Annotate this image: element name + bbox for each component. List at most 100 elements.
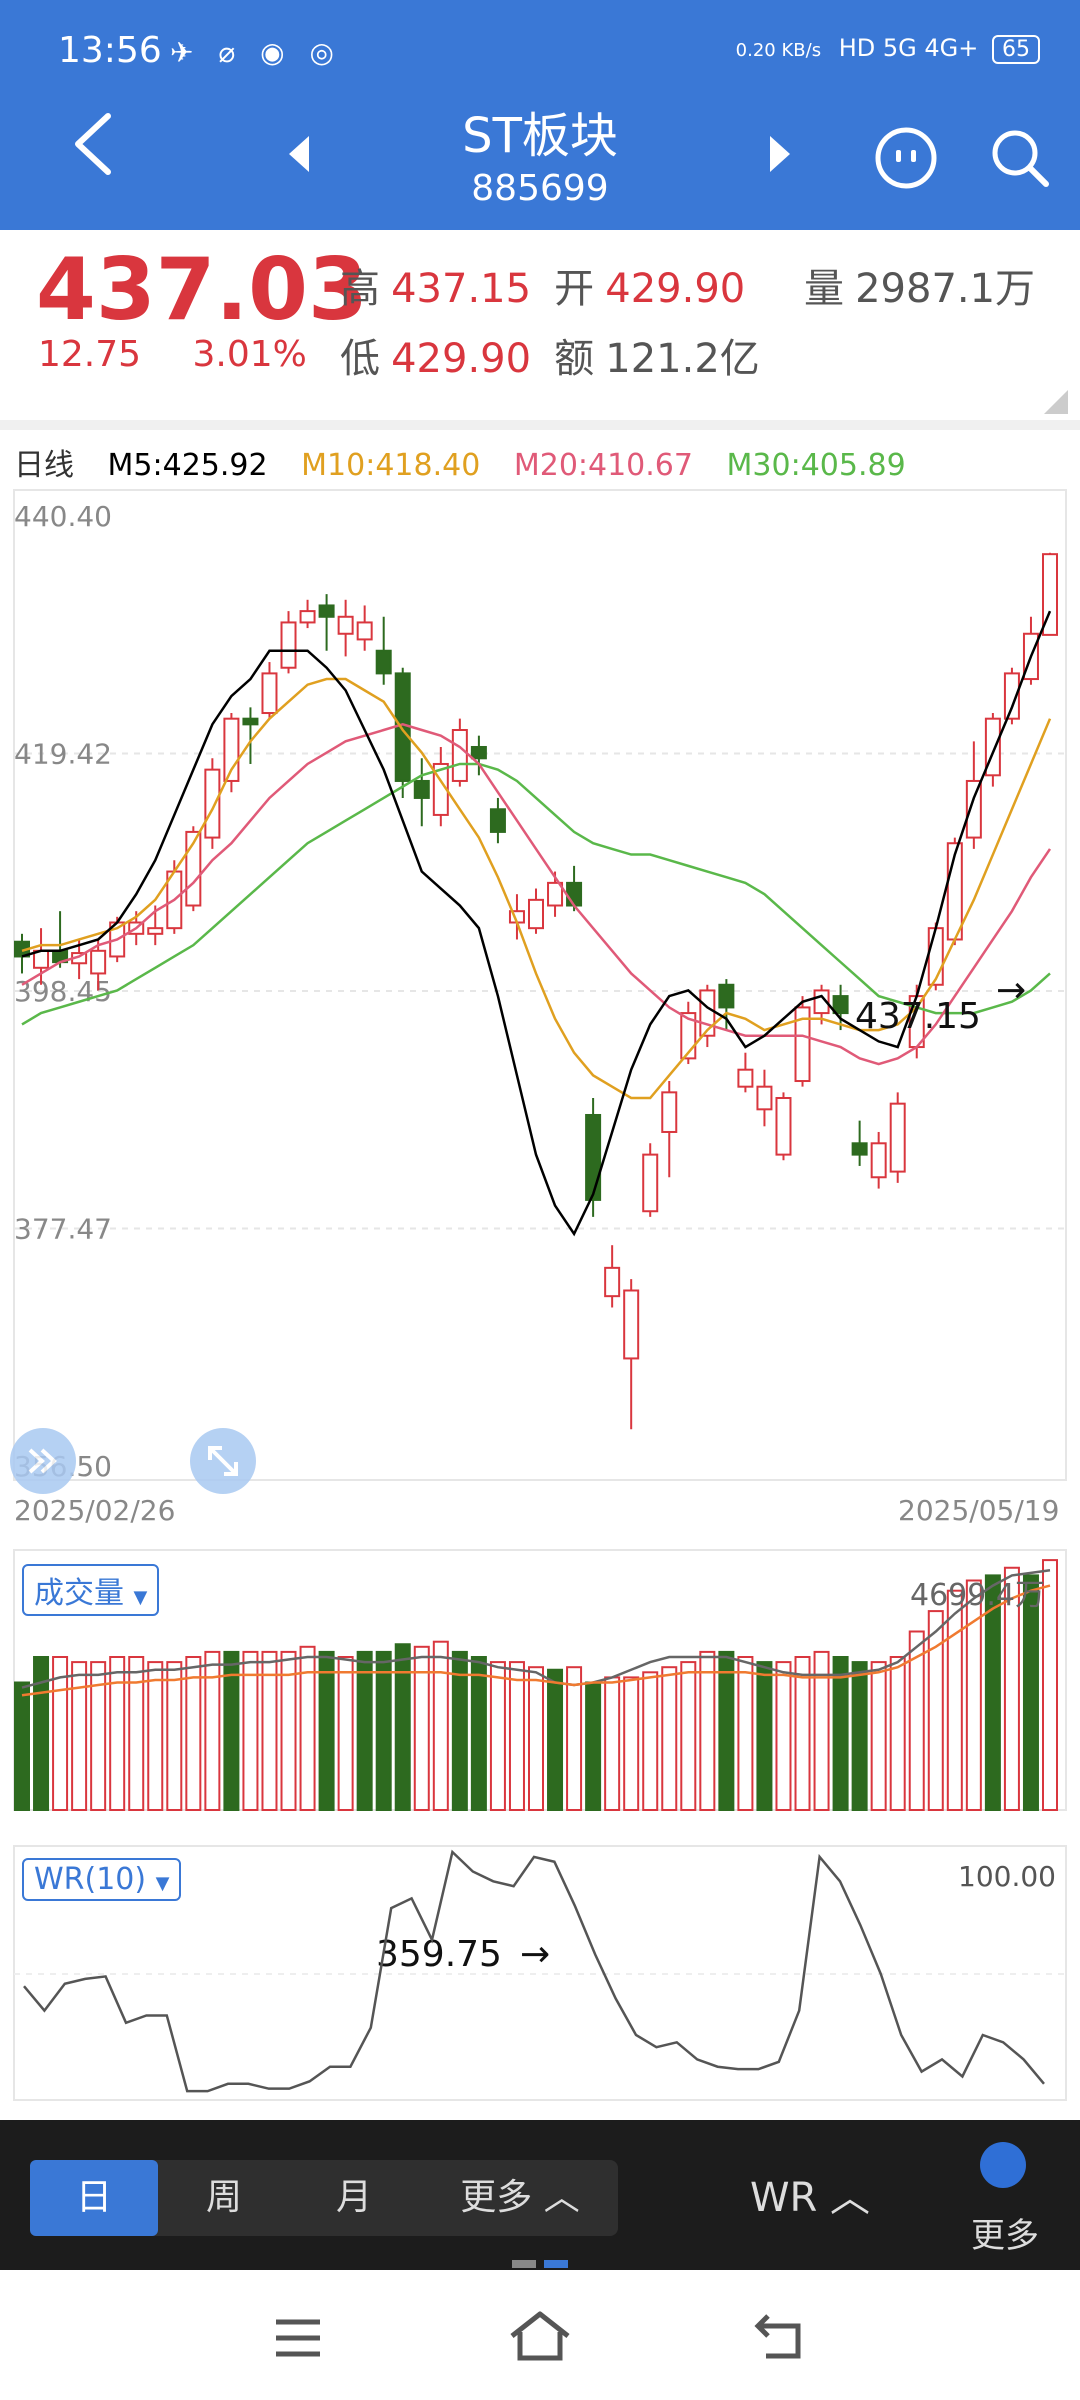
volume-bar xyxy=(185,1656,202,1811)
menu-icon[interactable] xyxy=(274,2318,322,2362)
dropdown-arrow-icon: ▼ xyxy=(133,1587,148,1608)
volume-bar xyxy=(147,1661,164,1811)
tab-week[interactable]: 周 xyxy=(205,2177,242,2218)
volume-bar xyxy=(604,1676,621,1812)
volume-bar xyxy=(451,1650,468,1812)
fullscreen-button[interactable] xyxy=(190,1428,256,1494)
candle-body xyxy=(832,995,849,1015)
candle-body xyxy=(261,672,278,715)
candle-body xyxy=(318,604,335,618)
signal-indicator: HD 5G 4G+ xyxy=(838,34,979,62)
volume-value-label: 4699.4万 xyxy=(910,1578,1045,1613)
candle-body xyxy=(375,649,392,675)
volume-value: 2987.1万 xyxy=(855,266,1036,312)
back-arrow-icon[interactable] xyxy=(70,112,116,191)
low-annotation: 359.75 xyxy=(376,1934,502,1975)
search-icon[interactable] xyxy=(988,126,1052,194)
high-annotation: 437.15 xyxy=(855,996,981,1037)
volume-ma-line xyxy=(21,1569,1051,1689)
home-icon[interactable] xyxy=(508,2310,572,2366)
volume-bar xyxy=(432,1640,449,1811)
volume-bar xyxy=(585,1681,602,1811)
ma20-line xyxy=(21,723,1052,1066)
more-avatar-icon[interactable] xyxy=(980,2142,1026,2188)
prev-triangle-icon[interactable] xyxy=(285,134,313,178)
high-label: 高 xyxy=(340,266,380,312)
double-chevron-icon xyxy=(28,1448,57,1474)
robot-face-icon[interactable] xyxy=(874,126,938,194)
volume-bar xyxy=(261,1650,278,1812)
volume-bar xyxy=(33,1656,50,1811)
volume-bar xyxy=(775,1661,792,1811)
volume-bar xyxy=(699,1650,716,1812)
candle-body xyxy=(147,927,164,935)
net-speed: 0.20 KB/s xyxy=(735,40,822,61)
volume-bar xyxy=(1022,1574,1039,1812)
candle-body xyxy=(794,1006,811,1083)
amount-label: 额 xyxy=(554,336,595,382)
volume-bar xyxy=(965,1579,982,1811)
ma5-line xyxy=(21,610,1052,1237)
volume-bar xyxy=(299,1645,316,1812)
volume-bar xyxy=(566,1666,583,1811)
app-header: 13:56 ✈ ⌀ ◉ ◎ 0.20 KB/s HD 5G 4G+ 65 ST板… xyxy=(0,0,1080,230)
volume-bar xyxy=(851,1661,868,1811)
volume-bar xyxy=(375,1650,392,1812)
volume-bar xyxy=(946,1589,963,1811)
collapse-panel-button[interactable] xyxy=(10,1428,76,1494)
candle-body xyxy=(870,1142,887,1179)
low-value: 429.90 xyxy=(391,336,532,382)
volume-bar xyxy=(356,1650,373,1812)
more-button[interactable]: 更多 xyxy=(971,2216,1039,2256)
system-nav-bar xyxy=(0,2270,1080,2400)
volume-bar xyxy=(318,1650,335,1812)
wr-indicator-button[interactable]: WR(10) ▼ xyxy=(22,1858,182,1901)
page-indicator xyxy=(512,2260,536,2268)
volume-bar xyxy=(109,1656,126,1811)
candle-body xyxy=(470,745,487,760)
divider xyxy=(0,420,1080,430)
candle-body xyxy=(299,610,316,624)
volume-bar xyxy=(927,1610,944,1811)
volume-bar xyxy=(489,1661,506,1811)
current-price: 437.03 xyxy=(36,240,368,340)
volume-bar xyxy=(1003,1566,1020,1811)
high-open-row: 高 437.15 开 429.90 xyxy=(340,256,745,314)
tab-day[interactable]: 日 xyxy=(30,2160,158,2236)
volume-indicator-button[interactable]: 成交量 ▼ xyxy=(22,1564,160,1616)
quote-panel: 437.03 12.75 3.01% 高 437.15 开 429.90 量 2… xyxy=(0,230,1080,420)
tab-more-periods[interactable]: 更多 ︿ xyxy=(460,2177,580,2218)
volume-bar xyxy=(832,1656,849,1811)
volume-bar xyxy=(394,1643,411,1811)
change-percent: 3.01% xyxy=(192,334,307,375)
indicator-selector[interactable]: WR ︿ xyxy=(749,2175,871,2221)
tab-month[interactable]: 月 xyxy=(335,2177,372,2218)
volume-bar xyxy=(337,1656,354,1811)
volume-bar xyxy=(71,1661,88,1811)
candle-body xyxy=(661,1091,678,1133)
ma-legend: 日线 M5:425.92 M10:418.40 M20:410.67 M30:4… xyxy=(14,440,930,484)
candle-body xyxy=(585,1113,602,1201)
volume-bar xyxy=(718,1650,735,1812)
volume-indicator-label: 成交量 xyxy=(34,1576,124,1611)
y-tick-label: 377.47 xyxy=(14,1213,112,1246)
candle-body xyxy=(528,898,544,930)
amount-value: 121.2亿 xyxy=(605,336,760,382)
candle-body xyxy=(1003,672,1020,720)
page-indicator-active xyxy=(544,2260,568,2268)
back-icon[interactable] xyxy=(754,2312,806,2364)
volume-bar xyxy=(52,1656,69,1811)
candle-body xyxy=(280,621,297,669)
volume-bar xyxy=(889,1656,906,1811)
expand-corner-icon[interactable] xyxy=(1044,390,1068,418)
volume-bar xyxy=(413,1645,430,1812)
candle-body xyxy=(204,768,221,839)
volume-bar xyxy=(204,1650,221,1812)
period-tab-bar: 日 周 月 更多 ︿ WR ︿ 更多 xyxy=(0,2120,1080,2270)
volume-bar xyxy=(90,1661,107,1811)
wr-top-label: 100.00 xyxy=(958,1860,1056,1893)
volume-bar xyxy=(14,1681,30,1811)
next-triangle-icon[interactable] xyxy=(766,134,794,178)
candle-body xyxy=(394,672,411,782)
